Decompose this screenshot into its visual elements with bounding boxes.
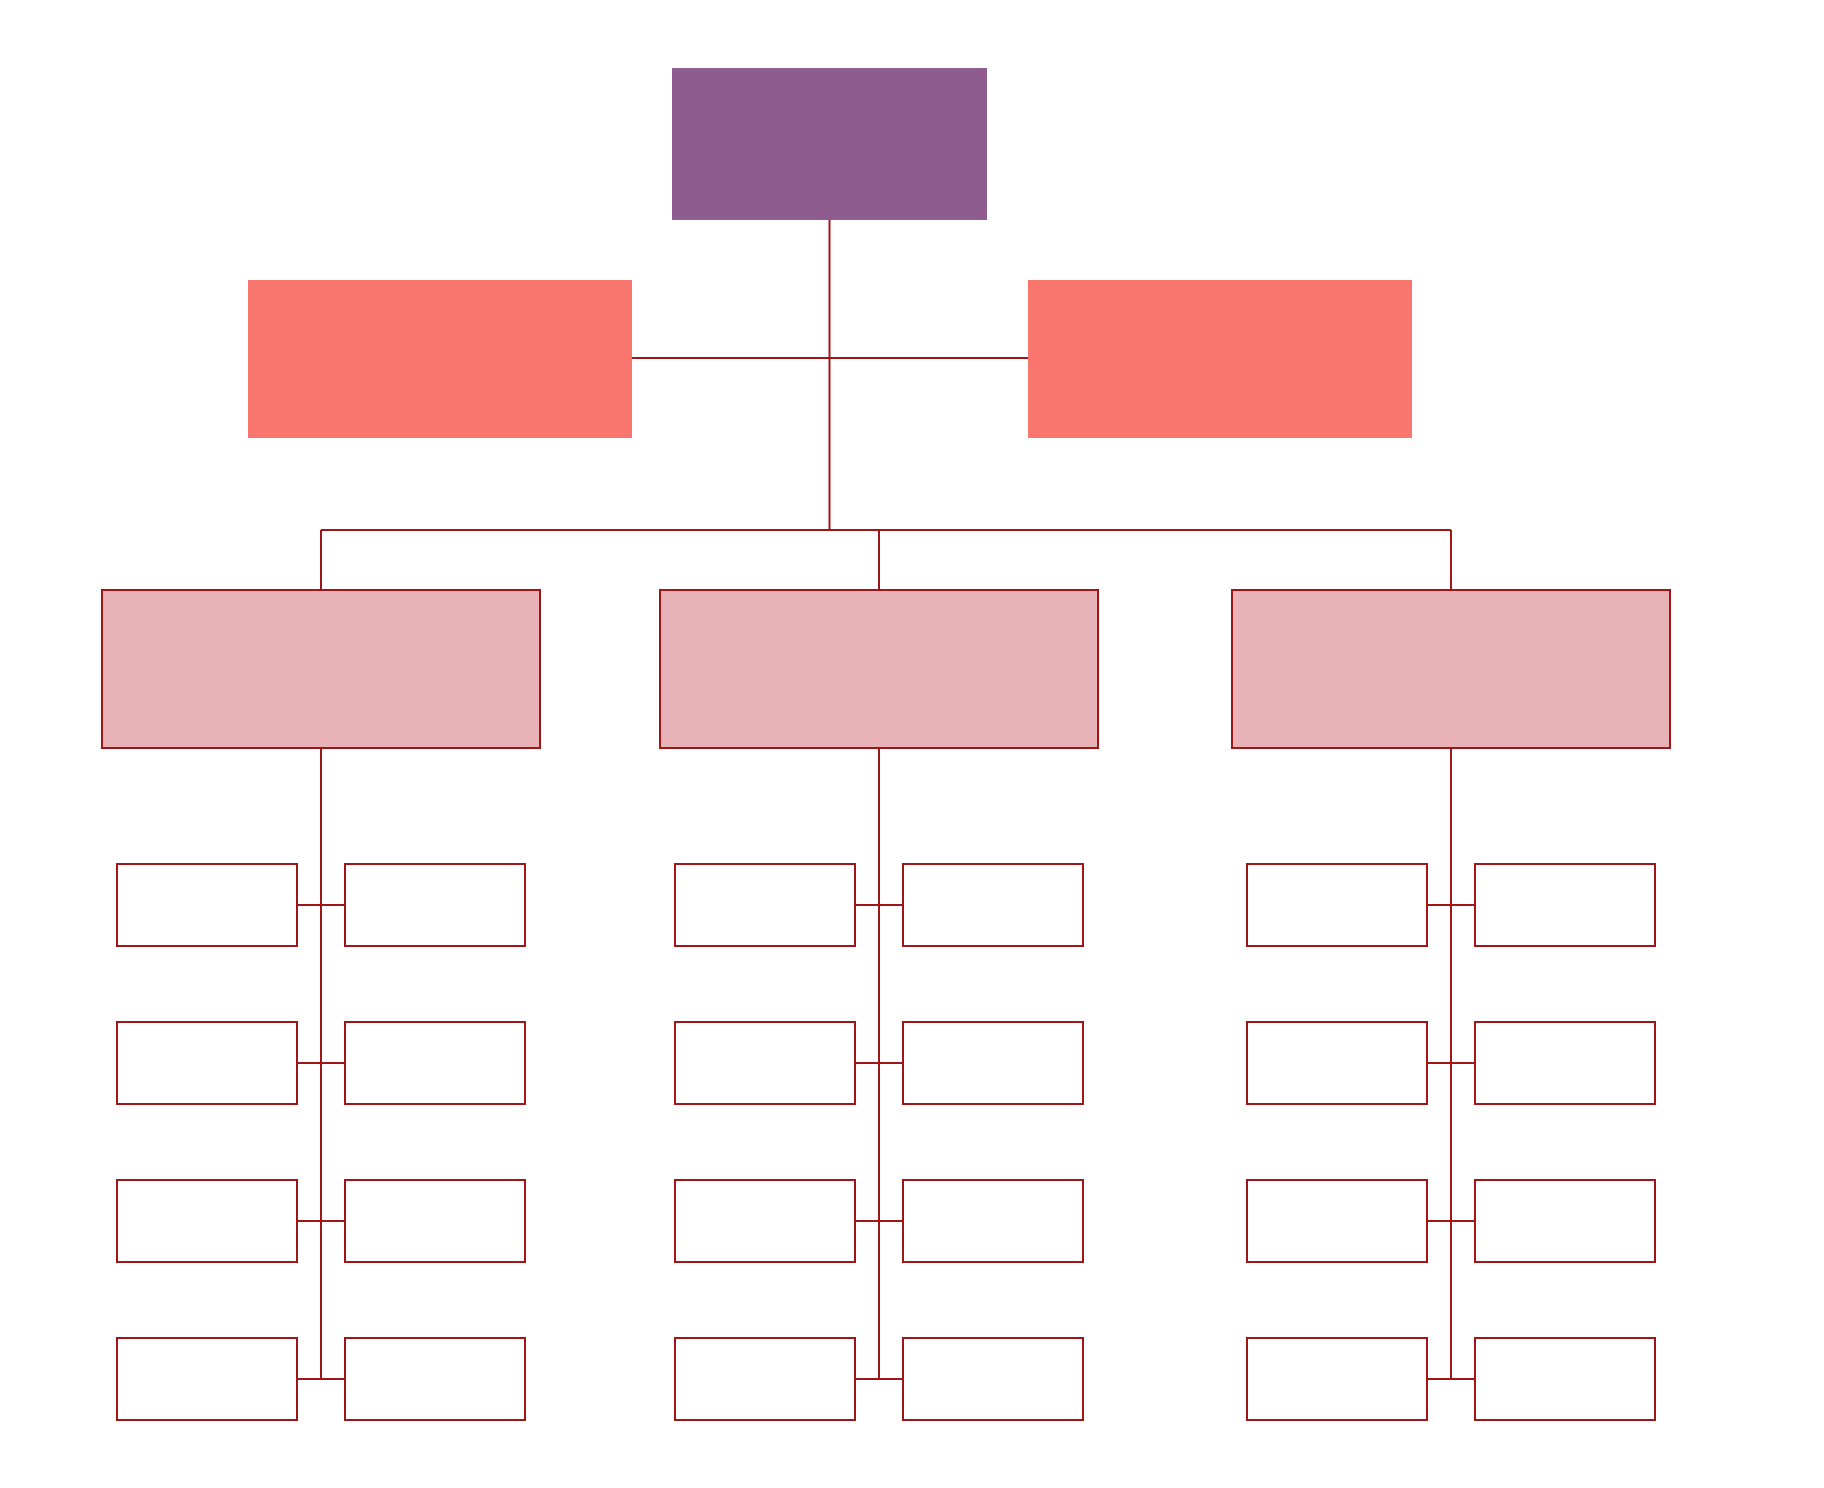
leaf-b-3-right bbox=[903, 1338, 1083, 1420]
node-side_right bbox=[1028, 280, 1412, 438]
leaf-a-1-right bbox=[345, 1022, 525, 1104]
node-branch_b bbox=[660, 590, 1098, 748]
leaf-b-1-left bbox=[675, 1022, 855, 1104]
leaf-a-1-left bbox=[117, 1022, 297, 1104]
leaf-c-2-left bbox=[1247, 1180, 1427, 1262]
leaf-b-1-right bbox=[903, 1022, 1083, 1104]
leaf-c-3-right bbox=[1475, 1338, 1655, 1420]
leaf-b-0-left bbox=[675, 864, 855, 946]
leaf-a-0-left bbox=[117, 864, 297, 946]
org-chart bbox=[0, 0, 1824, 1488]
leaf-c-0-left bbox=[1247, 864, 1427, 946]
leaf-b-2-left bbox=[675, 1180, 855, 1262]
node-branch_c bbox=[1232, 590, 1670, 748]
leaf-b-0-right bbox=[903, 864, 1083, 946]
leaf-a-2-right bbox=[345, 1180, 525, 1262]
leaf-c-2-right bbox=[1475, 1180, 1655, 1262]
leaf-c-0-right bbox=[1475, 864, 1655, 946]
leaf-a-2-left bbox=[117, 1180, 297, 1262]
leaf-a-3-right bbox=[345, 1338, 525, 1420]
leaf-c-3-left bbox=[1247, 1338, 1427, 1420]
leaf-b-2-right bbox=[903, 1180, 1083, 1262]
leaf-a-0-right bbox=[345, 864, 525, 946]
leaf-b-3-left bbox=[675, 1338, 855, 1420]
node-root bbox=[672, 68, 987, 220]
node-branch_a bbox=[102, 590, 540, 748]
leaf-c-1-right bbox=[1475, 1022, 1655, 1104]
node-side_left bbox=[248, 280, 632, 438]
leaf-a-3-left bbox=[117, 1338, 297, 1420]
leaf-c-1-left bbox=[1247, 1022, 1427, 1104]
